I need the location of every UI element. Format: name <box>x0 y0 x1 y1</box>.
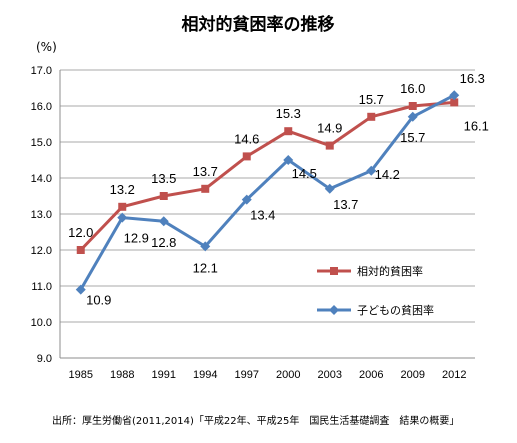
x-tick-labels: 1985 1988 1991 1994 1997 2000 2003 2006 2009 2012 <box>69 369 467 381</box>
y-tick-label: 11.0 <box>31 281 52 293</box>
data-label: 13.7 <box>333 197 358 212</box>
data-point <box>408 102 417 110</box>
legend-marker <box>330 267 338 275</box>
x-tick-label: 2006 <box>359 369 383 381</box>
data-label: 14.9 <box>317 121 342 136</box>
x-tick-label: 1985 <box>69 369 93 381</box>
data-label: 13.4 <box>250 208 275 223</box>
y-tick-labels: 9.0 10.0 11.0 12.0 13.0 14.0 15.0 16.0 17.0 <box>31 65 52 365</box>
data-label: 15.7 <box>359 92 384 107</box>
data-label: 14.5 <box>292 166 317 181</box>
data-point <box>118 202 127 211</box>
x-tick-label: 1997 <box>235 369 259 381</box>
y-tick-label: 13.0 <box>31 209 52 221</box>
data-label: 14.6 <box>234 131 259 146</box>
x-tick-label: 1988 <box>110 369 134 381</box>
data-point <box>200 241 211 252</box>
data-label: 14.2 <box>375 167 400 182</box>
x-tick-label: 1994 <box>193 369 217 381</box>
data-label: 12.8 <box>151 235 176 250</box>
data-label: 16.3 <box>460 71 485 86</box>
y-tick-label: 17.0 <box>31 65 52 77</box>
data-label: 12.0 <box>68 225 93 240</box>
data-point <box>367 112 376 121</box>
x-tick-label: 2003 <box>318 369 342 381</box>
series-line-child-poverty <box>79 93 455 291</box>
data-point <box>159 192 168 200</box>
data-point <box>76 246 85 254</box>
y-tick-label: 14.0 <box>31 173 52 185</box>
data-label: 16.0 <box>400 81 425 96</box>
data-point <box>284 127 293 136</box>
y-tick-label: 9.0 <box>37 353 52 365</box>
data-point <box>117 212 128 223</box>
y-tick-label: 12.0 <box>31 245 52 257</box>
legend-marker <box>329 305 339 315</box>
x-tick-label: 2000 <box>276 369 300 381</box>
data-point <box>450 98 459 107</box>
x-tick-label: 2009 <box>401 369 425 381</box>
data-label: 12.9 <box>124 231 149 246</box>
legend-label: 子どもの貧困率 <box>357 303 434 317</box>
series-line-relative-poverty <box>79 100 455 252</box>
legend-label: 相対的貧困率 <box>357 264 423 278</box>
axes <box>59 70 475 359</box>
data-point <box>366 165 377 176</box>
data-label: 13.2 <box>110 182 135 197</box>
data-point <box>242 152 251 161</box>
chart-title: 相対的貧困率の推移 <box>182 14 335 35</box>
source-note: 出所：厚生労働省(2011,2014)「平成22年、平成25年 国民生活基礎調査… <box>52 414 459 427</box>
data-point <box>449 90 460 101</box>
data-point <box>407 111 418 122</box>
y-tick-label: 10.0 <box>31 317 52 329</box>
data-label: 16.1 <box>464 118 489 133</box>
data-label: 13.5 <box>151 171 176 186</box>
data-label: 15.7 <box>400 130 425 145</box>
data-point <box>325 141 334 150</box>
data-point <box>201 184 210 193</box>
data-labels: 12.0 13.2 13.5 13.7 14.6 15.3 14.9 15.7 16.0 16.1… <box>68 71 489 307</box>
y-axis-unit: (%) <box>36 40 57 54</box>
data-point <box>158 216 169 227</box>
y-tick-label: 15.0 <box>31 137 52 149</box>
data-point <box>324 183 335 194</box>
data-label: 10.9 <box>86 293 111 308</box>
data-point <box>75 284 86 295</box>
data-label: 15.3 <box>276 106 301 121</box>
x-tick-label: 2012 <box>442 369 466 381</box>
data-point <box>241 194 252 205</box>
y-tick-label: 16.0 <box>31 101 52 113</box>
data-point <box>283 155 294 165</box>
x-tick-label: 1991 <box>152 369 176 381</box>
series-layer <box>75 90 460 295</box>
data-label: 13.7 <box>193 164 218 179</box>
data-label: 12.1 <box>193 260 218 275</box>
